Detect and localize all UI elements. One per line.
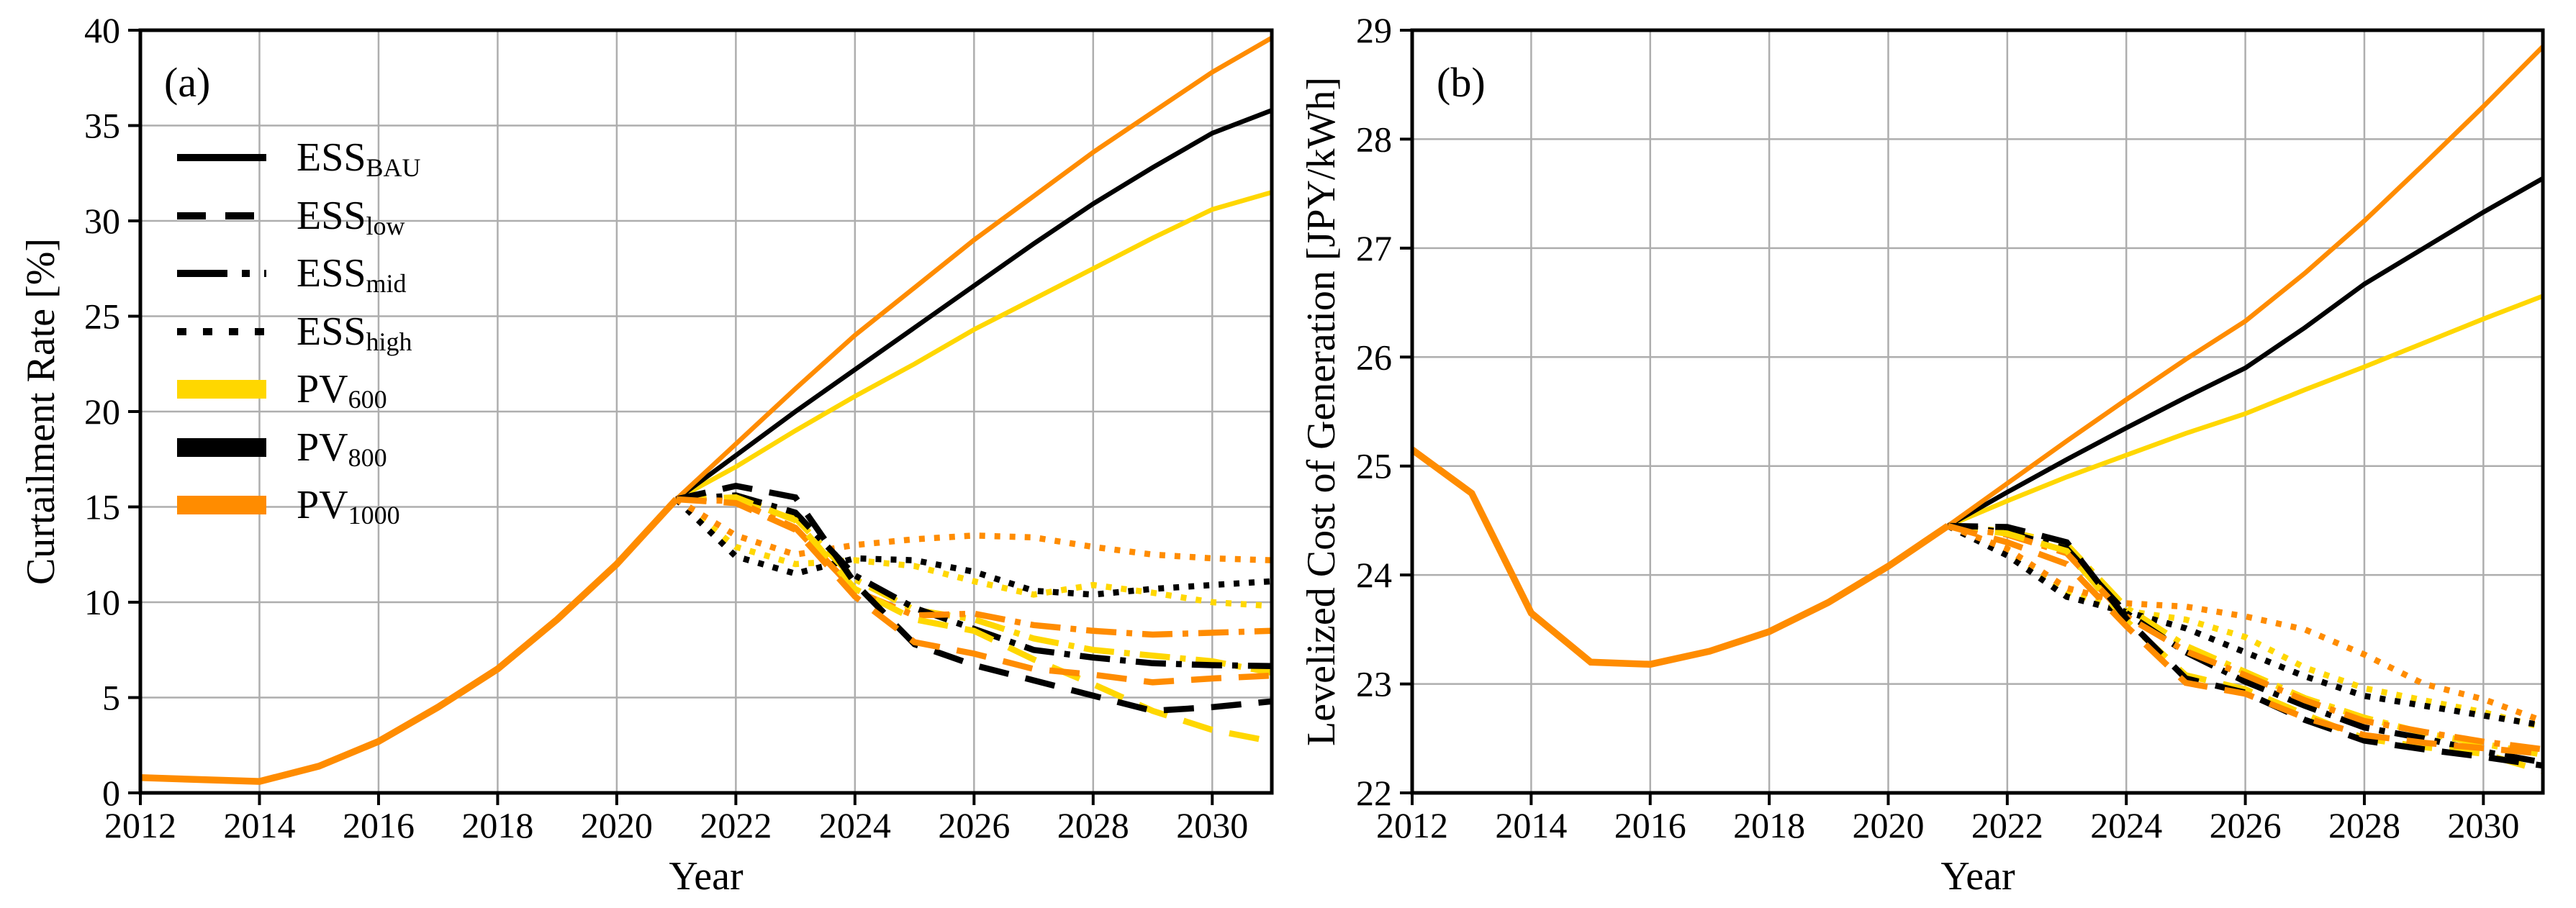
- series-line-a-high-pv1000: [674, 496, 1273, 563]
- y-tick-label-b: 24: [1356, 555, 1392, 595]
- legend-label-pv-800: PV800: [297, 425, 387, 472]
- legend-swatch-svg-pv-600: [177, 380, 266, 399]
- x-tick-label-a: 2018: [461, 805, 533, 845]
- series-line-b-low-pv1000: [1947, 522, 2544, 757]
- y-tick-label-b: 27: [1356, 228, 1392, 268]
- x-tick-label-a: 2016: [343, 805, 415, 845]
- y-tick-label-a: 25: [84, 296, 120, 337]
- y-tick-label-a: 30: [84, 201, 120, 241]
- x-tick-label-b: 2022: [1971, 805, 2043, 845]
- panel-a-tag: (a): [164, 59, 211, 106]
- x-tick-label-a: 2012: [104, 805, 176, 845]
- y-tick-label-b: 22: [1356, 773, 1392, 813]
- x-tick-label-b: 2028: [2328, 805, 2400, 845]
- panel-a-y-axis-label: Curtailment Rate [%]: [19, 237, 63, 586]
- x-tick-label-b: 2012: [1376, 805, 1448, 845]
- legend-swatch-svg-ess-bau: [177, 154, 266, 162]
- series-line-b-low-pv800: [1948, 522, 2544, 769]
- series-line-b-high-pv600: [1946, 523, 2544, 731]
- legend-swatch-pv-1000-bar: [177, 494, 266, 516]
- legend-swatch-pv-800-bar: [177, 437, 266, 458]
- legend-swatch-pv-600-bar: [177, 378, 266, 400]
- legend-item-pv-1000: PV1000: [177, 476, 421, 535]
- series-line-a-low-pv600: [676, 494, 1273, 745]
- x-tick-label-a: 2014: [223, 805, 295, 845]
- series-line-b-high-pv800: [1946, 523, 2544, 729]
- series-line-a-low-pv800: [675, 482, 1273, 714]
- series-line-a-high-pv600: [674, 496, 1273, 609]
- x-tick-label-b: 2030: [2447, 805, 2519, 845]
- series-line-b-bau-pv800: [1946, 176, 2544, 528]
- y-tick-label-b: 26: [1356, 337, 1392, 377]
- series-line-b-bau-pv1000: [1946, 45, 2545, 528]
- panel-a-x-axis-label: Year: [669, 854, 744, 899]
- legend-item-ess-high: ESShigh: [177, 303, 421, 361]
- legend-swatch-svg-pv-1000: [177, 496, 266, 515]
- series-line-a-bau-pv800: [674, 108, 1273, 501]
- legend-swatch-svg-ess-high: [177, 327, 266, 335]
- y-tick-label-a: 35: [84, 106, 120, 146]
- legend: ESSBAU ESSlow ESSmid ESShigh PV600 PV800…: [177, 129, 421, 535]
- x-tick-label-a: 2022: [700, 805, 772, 845]
- legend-swatch-ess-low-line: [177, 205, 266, 227]
- legend-swatch-svg-pv-800: [177, 437, 266, 457]
- series-line-a-low-pv1000: [676, 496, 1273, 686]
- legend-swatch-ess-high-line: [177, 321, 266, 342]
- legend-item-ess-mid: ESSmid: [177, 245, 421, 303]
- x-tick-label-b: 2020: [1852, 805, 1924, 845]
- series-line-b-bau-pv600: [1946, 294, 2544, 528]
- x-tick-label-a: 2028: [1057, 805, 1129, 845]
- legend-item-ess-bau: ESSBAU: [177, 129, 421, 187]
- x-tick-label-a: 2030: [1176, 805, 1248, 845]
- legend-label-ess-mid: ESSmid: [297, 251, 407, 299]
- x-tick-label-b: 2026: [2210, 805, 2282, 845]
- x-tick-label-a: 2026: [938, 805, 1010, 845]
- y-tick-label-a: 40: [84, 10, 120, 50]
- y-tick-label-a: 15: [84, 487, 120, 527]
- y-tick-label-b: 29: [1356, 10, 1392, 50]
- series-line-a-bau-pv600: [675, 190, 1273, 501]
- series-line-b-low-pv600: [1947, 522, 2544, 774]
- panel-b-x-axis-label: Year: [1940, 854, 2015, 899]
- x-tick-label-a: 2024: [819, 805, 891, 845]
- legend-swatch-svg-ess-mid: [177, 270, 266, 278]
- y-tick-label-b: 25: [1356, 446, 1392, 486]
- y-tick-label-a: 0: [102, 773, 120, 813]
- legend-label-ess-high: ESShigh: [297, 309, 412, 356]
- x-tick-label-b: 2018: [1733, 805, 1805, 845]
- legend-item-pv-600: PV600: [177, 360, 421, 419]
- legend-label-pv-600: PV600: [297, 367, 387, 414]
- series-line-a-high-pv800: [674, 496, 1273, 598]
- legend-item-pv-800: PV800: [177, 419, 421, 477]
- legend-label-ess-bau: ESSBAU: [297, 135, 421, 183]
- y-tick-label-a: 10: [84, 582, 120, 622]
- y-tick-label-a: 20: [84, 391, 120, 432]
- panel-b-tag: (b): [1437, 59, 1486, 106]
- series-line-b-history: [1410, 447, 1950, 668]
- panel-b-y-axis-label: Levelized Cost of Generation [JPY/kWh]: [1299, 77, 1344, 746]
- series-line-a-bau-pv1000: [674, 35, 1273, 501]
- legend-label-ess-low: ESSlow: [297, 193, 405, 240]
- x-tick-label-b: 2016: [1614, 805, 1686, 845]
- legend-swatch-ess-bau-line: [177, 147, 266, 168]
- plot-frame-b: [1410, 28, 2545, 795]
- series-line-a-history: [140, 496, 679, 785]
- legend-swatch-svg-ess-low: [177, 212, 266, 219]
- x-tick-label-b: 2024: [2090, 805, 2162, 845]
- y-tick-label-a: 5: [102, 678, 120, 718]
- legend-item-ess-low: ESSlow: [177, 187, 421, 245]
- series-line-b-high-pv1000: [1946, 523, 2544, 725]
- y-tick-label-b: 23: [1356, 664, 1392, 704]
- legend-label-pv-1000: PV1000: [297, 483, 400, 530]
- y-tick-label-b: 28: [1356, 119, 1392, 159]
- x-tick-label-b: 2014: [1495, 805, 1567, 845]
- x-tick-label-a: 2020: [581, 805, 653, 845]
- legend-swatch-ess-mid-line: [177, 263, 266, 284]
